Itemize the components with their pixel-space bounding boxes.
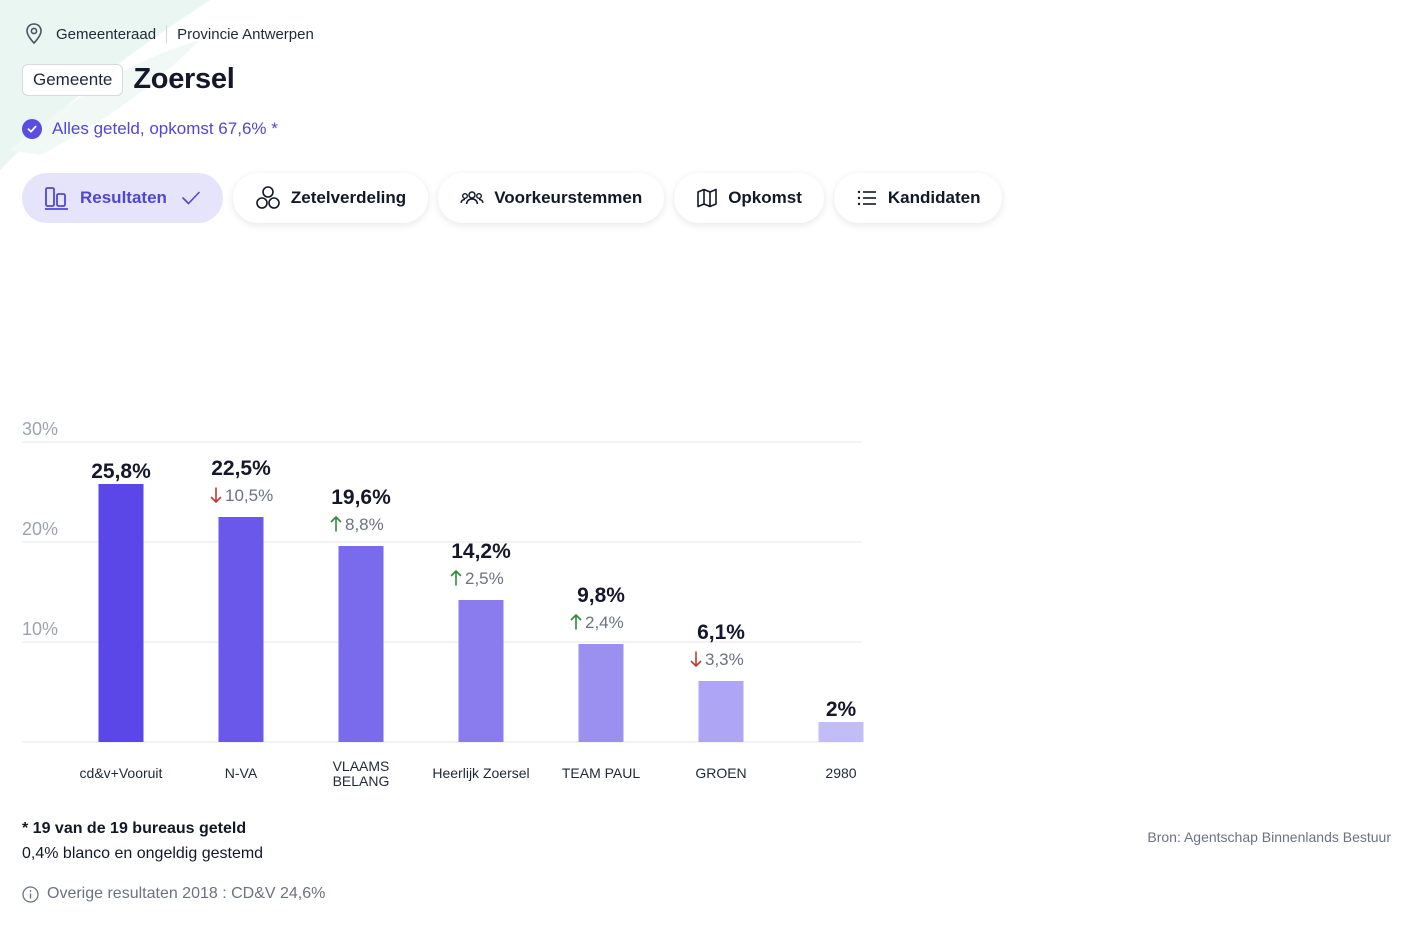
data-label: 19,6% (331, 486, 391, 509)
tab-label: Voorkeurstemmen (494, 188, 643, 207)
x-tick-label: cd&v+Vooruit (80, 765, 163, 781)
change-label: 8,8% (345, 515, 384, 534)
info-icon (22, 885, 39, 903)
count-status: Alles geteld, opkomst 67,6% * (22, 119, 278, 139)
tab-kandidaten[interactable]: Kandidaten (833, 173, 1003, 223)
x-tick-label: VLAAMS BELANG (333, 758, 390, 789)
other-results-text: Overige resultaten 2018 : CD&V 24,6% (47, 885, 326, 902)
x-tick-label: N-VA (225, 765, 258, 781)
x-tick-label: Heerlijk Zoersel (432, 765, 529, 781)
tab-bar: Resultaten Zetelverdeling Voorkeurstemme… (22, 173, 1012, 223)
tab-label: Kandidaten (887, 188, 981, 207)
arrow-up-icon (330, 516, 342, 532)
data-label: 25,8% (91, 460, 151, 483)
bar (458, 600, 504, 742)
change-label: 2,5% (465, 569, 504, 588)
bar (338, 546, 384, 742)
arrow-down-icon (210, 487, 222, 503)
breadcrumb-province[interactable]: Provincie Antwerpen (177, 25, 314, 43)
x-tick-label: 2980 (825, 765, 856, 781)
source-note: Bron: Agentschap Binnenlands Bestuur (1147, 829, 1391, 845)
data-label: 9,8% (577, 584, 625, 607)
data-label: 14,2% (451, 540, 511, 563)
bureaus-counted: * 19 van de 19 bureaus geteld (22, 820, 247, 837)
municipality-badge: Gemeente (22, 63, 124, 96)
location-pin-icon (24, 22, 44, 46)
bar (698, 681, 744, 742)
data-label: 6,1% (697, 621, 745, 644)
breadcrumb: Gemeenteraad Provincie Antwerpen (24, 22, 314, 46)
status-text: Alles geteld, opkomst 67,6% * (52, 119, 278, 138)
list-icon (856, 188, 878, 208)
breadcrumb-level[interactable]: Gemeenteraad (56, 25, 157, 43)
check-circle-icon (22, 119, 42, 139)
change-label: 3,3% (705, 650, 744, 669)
results-bar-chart: 30% 20% 10% 25,8% cd&v+Vooruit 22,5% 10,5% N-VA… (22, 419, 864, 789)
y-tick-label: 30% (22, 419, 58, 439)
tab-zetelverdeling[interactable]: Zetelverdeling (232, 173, 429, 223)
bar-chart-icon (44, 185, 70, 211)
seats-icon (255, 185, 281, 211)
map-icon (696, 187, 718, 209)
blank-votes: 0,4% blanco en ongeldig gestemd (22, 845, 264, 862)
arrow-up-icon (570, 614, 582, 630)
tab-voorkeurstemmen[interactable]: Voorkeurstemmen (438, 173, 665, 223)
x-tick-label: TEAM PAUL (562, 765, 641, 781)
bar (578, 644, 624, 742)
arrow-down-icon (690, 651, 702, 667)
data-label: 2% (826, 698, 857, 721)
tab-opkomst[interactable]: Opkomst (674, 173, 824, 223)
bar (818, 722, 864, 742)
bar (98, 484, 144, 742)
people-icon (460, 188, 484, 208)
tab-resultaten[interactable]: Resultaten (22, 173, 223, 223)
other-results[interactable]: Overige resultaten 2018 : CD&V 24,6% (22, 885, 325, 903)
change-label: 10,5% (225, 486, 273, 505)
bar (218, 517, 264, 742)
tab-label: Resultaten (80, 188, 167, 207)
y-tick-label: 10% (22, 619, 58, 639)
tab-label: Zetelverdeling (290, 188, 407, 207)
x-tick-label: GROEN (695, 765, 746, 781)
checkmark-icon (181, 190, 201, 206)
data-label: 22,5% (211, 457, 271, 480)
breadcrumb-divider (166, 25, 168, 43)
page-title: Zoersel (133, 63, 235, 95)
y-tick-label: 20% (22, 519, 58, 539)
title-row: Gemeente Zoersel (22, 63, 235, 96)
arrow-up-icon (450, 570, 462, 586)
change-label: 2,4% (585, 613, 624, 632)
footnote: * 19 van de 19 bureaus geteld 0,4% blanc… (22, 816, 263, 866)
tab-label: Opkomst (728, 188, 802, 207)
